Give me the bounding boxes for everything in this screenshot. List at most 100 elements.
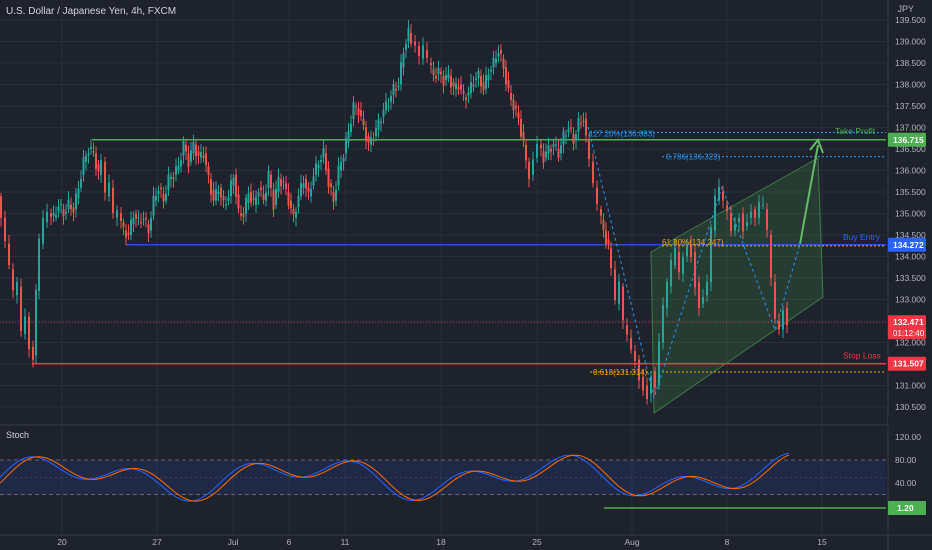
buy-entry-label: Buy Entry (843, 232, 881, 242)
candle-body (357, 108, 360, 116)
stoch-tick-label: 80.00 (895, 455, 917, 465)
candle-body (622, 286, 624, 321)
candle-body (570, 127, 572, 129)
candle-body (42, 218, 44, 244)
candle-body (337, 165, 340, 186)
candle-body (167, 174, 170, 190)
candle-body (467, 92, 470, 96)
candle-body (698, 282, 700, 308)
candle-body (610, 247, 612, 269)
candle-body (327, 168, 330, 187)
candle-body (267, 171, 270, 188)
stoch-value: 1.20 (897, 503, 914, 513)
candle-body (662, 304, 664, 343)
stoch-value-badge (888, 501, 926, 515)
x-tick-label: 27 (152, 537, 162, 547)
x-tick-label: 20 (57, 537, 67, 547)
candle-body (150, 218, 152, 231)
x-tick-label: 25 (532, 537, 542, 547)
candle-body (140, 222, 142, 224)
candle-body (162, 194, 165, 202)
candle-body (582, 121, 585, 123)
candle-body (670, 260, 672, 287)
harmonic-pattern (587, 126, 801, 400)
candle-body (210, 179, 212, 195)
candle-body (232, 177, 235, 186)
candle-body (722, 192, 724, 201)
currency-unit: JPY (897, 4, 914, 14)
candle-body (277, 176, 280, 192)
candle-body (770, 235, 772, 278)
candle-body (322, 148, 325, 158)
candle-body (197, 151, 200, 156)
candle-body (502, 58, 505, 69)
candle-body (754, 209, 756, 218)
candle-body (492, 57, 495, 68)
candle-body (372, 140, 375, 142)
candle-body (177, 165, 180, 171)
candle-body (520, 118, 522, 137)
candle-body (152, 195, 155, 216)
candle-body (730, 213, 732, 232)
stoch-indicator-label[interactable]: Stoch (6, 430, 30, 440)
candle-body (135, 213, 137, 219)
candle-body (65, 211, 67, 214)
candle-body (310, 189, 312, 197)
x-tick-label: Aug (624, 537, 639, 547)
candle-body (718, 186, 720, 201)
candle-body (455, 83, 457, 89)
candle-body (212, 189, 215, 201)
candle-body (245, 197, 247, 214)
fib-786-label: 0.786(136.323) (666, 153, 721, 162)
candle-body (734, 224, 736, 231)
candle-body (522, 131, 525, 141)
candle-body (567, 128, 570, 132)
candle-body (565, 135, 567, 137)
candle-body (430, 63, 432, 66)
candle-body (330, 183, 332, 187)
candle-body (497, 53, 500, 57)
candle-body (460, 84, 462, 90)
candle-body (287, 192, 290, 206)
candle-body (646, 385, 648, 400)
candle-body (392, 83, 395, 96)
candle-body (507, 80, 510, 89)
candle-body (432, 69, 435, 76)
take-profit-label: Take Profit (835, 126, 876, 136)
candle-body (490, 69, 492, 72)
current-price-countdown: 01:12:40 (893, 329, 925, 338)
candle-body (418, 45, 420, 56)
candle-body (515, 106, 517, 109)
candle-body (360, 110, 362, 116)
candle-body (205, 153, 207, 166)
candle-body (762, 204, 764, 206)
y-tick-label: 134.000 (895, 252, 926, 262)
y-tick-label: 138.000 (895, 80, 926, 90)
candle-body (247, 193, 250, 203)
candle-body (217, 191, 220, 195)
candle-body (227, 197, 230, 201)
candle-body (332, 192, 335, 202)
candle-body (55, 214, 57, 218)
candle-body (87, 153, 90, 156)
candle-body (32, 346, 34, 360)
y-tick-label: 134.500 (895, 230, 926, 240)
candle-body (222, 196, 225, 200)
candle-body (560, 145, 562, 154)
candle-body (60, 204, 62, 206)
stoch-d-line (0, 454, 790, 502)
candle-body (477, 71, 480, 79)
candle-body (300, 183, 302, 197)
candle-body (390, 95, 392, 102)
y-tick-label: 137.000 (895, 123, 926, 133)
candle-body (46, 211, 48, 223)
candle-body (145, 217, 147, 220)
candle-body (710, 227, 712, 283)
candle-body (280, 179, 282, 187)
candle-body (588, 140, 590, 160)
candle-body (335, 189, 337, 201)
candle-body (170, 177, 172, 180)
candle-body (634, 351, 636, 361)
y-tick-label: 130.500 (895, 402, 926, 412)
